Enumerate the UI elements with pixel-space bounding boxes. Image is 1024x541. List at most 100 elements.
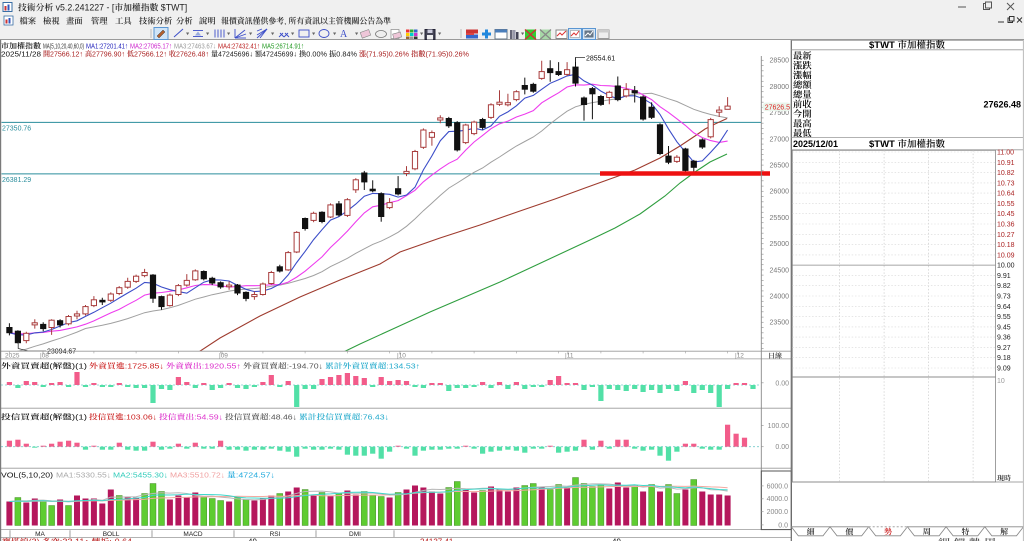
svg-text:6000.0: 6000.0 <box>767 483 789 490</box>
svg-text:(71.95)0.26%: (71.95)0.26% <box>425 50 469 59</box>
svg-text:10.82: 10.82 <box>997 170 1015 177</box>
svg-text:24000: 24000 <box>770 294 790 301</box>
svg-text:$TWT]: $TWT] <box>161 3 187 13</box>
svg-text:MA3:5510.72↓: MA3:5510.72↓ <box>170 471 225 480</box>
svg-text:0.84%: 0.84% <box>336 50 357 59</box>
svg-text:v5.2.241227: v5.2.241227 <box>56 3 105 13</box>
svg-text:(: ( <box>49 413 53 422</box>
svg-text:49: 49 <box>612 538 621 541</box>
svg-text:26500: 26500 <box>770 163 790 170</box>
svg-text:|09: |09 <box>219 353 228 360</box>
svg-text:25500: 25500 <box>770 215 790 222</box>
svg-text:0.00: 0.00 <box>775 380 789 387</box>
svg-text:9.64: 9.64 <box>997 304 1011 311</box>
svg-text::1725.85↓: :1725.85↓ <box>125 362 164 371</box>
svg-text:|08: |08 <box>40 353 49 360</box>
svg-text:10.55: 10.55 <box>997 201 1015 208</box>
svg-text:27350.76: 27350.76 <box>2 126 31 133</box>
svg-text:)(1): )(1) <box>72 362 88 371</box>
svg-text:24137.41: 24137.41 <box>420 538 454 541</box>
svg-text::-0.64: :-0.64 <box>109 538 132 541</box>
svg-text:MA5:26714.91↑: MA5:26714.91↑ <box>262 42 304 51</box>
svg-text:RSI: RSI <box>270 531 281 538</box>
svg-text:$TWT: $TWT <box>869 40 895 51</box>
svg-text:MACD: MACD <box>183 531 202 538</box>
svg-text:2025: 2025 <box>5 353 20 360</box>
svg-text:MA2:5455.30↓: MA2:5455.30↓ <box>113 471 168 480</box>
svg-text:BOLL: BOLL <box>103 531 120 538</box>
svg-text:4000.0: 4000.0 <box>767 496 789 503</box>
svg-text:26000: 26000 <box>770 189 790 196</box>
svg-text:MA: MA <box>35 531 45 538</box>
svg-text:25000: 25000 <box>770 241 790 248</box>
svg-text:9.73: 9.73 <box>997 294 1011 301</box>
svg-text:MA1:5330.55↓: MA1:5330.55↓ <box>56 471 111 480</box>
svg-text:10.45: 10.45 <box>997 211 1015 218</box>
svg-text::103.06↓: :103.06↓ <box>124 413 157 422</box>
svg-text:10.73: 10.73 <box>997 180 1015 187</box>
svg-text:26381.29: 26381.29 <box>2 177 31 184</box>
svg-text::33.11↑: :33.11↑ <box>60 538 89 541</box>
svg-text::48.46↓: :48.46↓ <box>268 413 297 422</box>
svg-text:0.0: 0.0 <box>778 522 788 529</box>
svg-text:27626.48: 27626.48 <box>983 100 1021 110</box>
svg-text:11.00: 11.00 <box>997 150 1014 157</box>
svg-text:24500: 24500 <box>770 267 790 274</box>
svg-text:VOL(5,10,20): VOL(5,10,20) <box>1 471 54 480</box>
svg-text:10.91: 10.91 <box>997 160 1015 167</box>
svg-text:(71.95)0.26%: (71.95)0.26% <box>366 50 409 59</box>
svg-text:9.55: 9.55 <box>997 314 1011 321</box>
svg-text:47245696↓: 47245696↓ <box>218 50 253 59</box>
svg-text:100.00: 100.00 <box>768 423 790 430</box>
svg-text:23094.67: 23094.67 <box>47 349 76 356</box>
svg-text:9.45: 9.45 <box>997 324 1011 331</box>
svg-text:9.91: 9.91 <box>997 273 1011 280</box>
svg-text:10: 10 <box>997 378 1005 385</box>
svg-text::1920.55↑: :1920.55↑ <box>202 362 241 371</box>
svg-text::-194.70↓: :-194.70↓ <box>287 362 323 371</box>
svg-text:MA(5,10,20,40,60,0): MA(5,10,20,40,60,0) <box>43 42 84 51</box>
svg-text:27796.90↑: 27796.90↑ <box>92 50 125 59</box>
svg-text:10.36: 10.36 <box>997 222 1015 229</box>
svg-text:9.82: 9.82 <box>997 283 1011 290</box>
svg-text:MA1:27201.41↑: MA1:27201.41↑ <box>86 42 128 51</box>
svg-text:9.18: 9.18 <box>997 355 1011 362</box>
svg-text:$TWT: $TWT <box>869 139 895 150</box>
svg-text::76.43↓: :76.43↓ <box>360 413 389 422</box>
svg-text:27566.12↑: 27566.12↑ <box>134 50 167 59</box>
svg-text::54.59↓: :54.59↓ <box>194 413 223 422</box>
svg-text:MA2:27065.17↑: MA2:27065.17↑ <box>130 42 172 51</box>
svg-text:10.18: 10.18 <box>997 242 1015 249</box>
svg-text:28554.61: 28554.61 <box>586 56 615 63</box>
svg-text:9.09: 9.09 <box>997 366 1011 373</box>
svg-text:[: [ <box>112 3 115 13</box>
svg-text:27626.48↑: 27626.48↑ <box>176 50 209 59</box>
svg-text:A: A <box>340 29 348 40</box>
svg-text:0.00: 0.00 <box>775 444 789 451</box>
svg-text:2025/11/28: 2025/11/28 <box>1 50 41 59</box>
svg-text:0.00%: 0.00% <box>306 50 327 59</box>
svg-text:10.64: 10.64 <box>997 191 1015 198</box>
svg-text:10.09: 10.09 <box>997 252 1015 259</box>
svg-text:9.27: 9.27 <box>997 345 1011 352</box>
svg-text:47245699↓: 47245699↓ <box>262 50 297 59</box>
svg-text:,: , <box>284 16 286 26</box>
svg-text:)(1): )(1) <box>72 413 88 422</box>
svg-text:|10: |10 <box>397 353 406 360</box>
svg-text:49: 49 <box>248 538 257 541</box>
svg-text:10.27: 10.27 <box>997 232 1015 239</box>
svg-text:-: - <box>107 3 110 13</box>
svg-text:|12: |12 <box>735 353 744 360</box>
svg-text:28000: 28000 <box>770 84 790 91</box>
svg-text:|11: |11 <box>565 353 574 360</box>
svg-text:MA4:27432.41↑: MA4:27432.41↑ <box>218 42 260 51</box>
svg-text:10.00: 10.00 <box>997 263 1015 270</box>
svg-text:2025/12/01: 2025/12/01 <box>793 139 838 149</box>
svg-text:2000.0: 2000.0 <box>767 509 789 516</box>
svg-text:27626.5: 27626.5 <box>765 105 790 112</box>
svg-text:MA3:27463.67↓: MA3:27463.67↓ <box>174 42 216 51</box>
svg-text:(3): (3) <box>29 538 40 541</box>
svg-text:23500: 23500 <box>770 320 790 327</box>
svg-text::4724.57↓: :4724.57↓ <box>236 471 275 480</box>
svg-text:9.36: 9.36 <box>997 335 1011 342</box>
